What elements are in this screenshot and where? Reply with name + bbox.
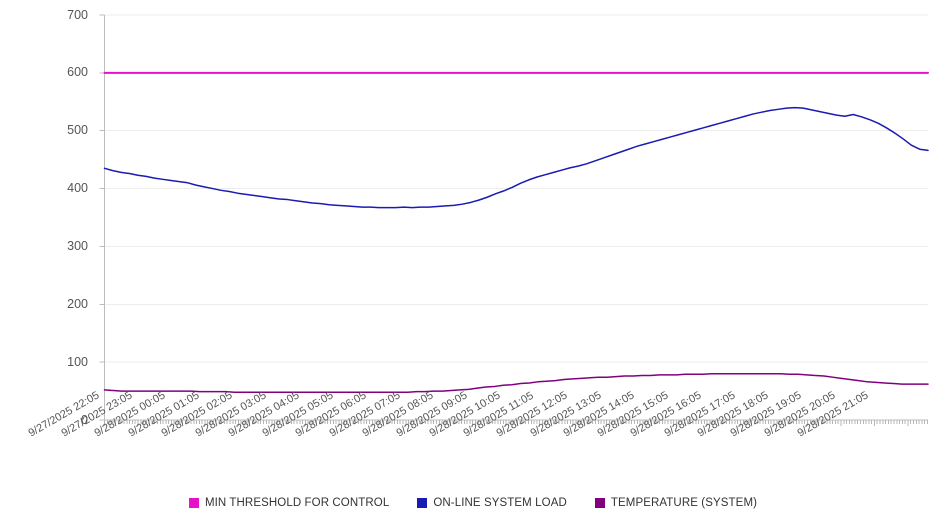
legend-label: MIN THRESHOLD FOR CONTROL: [204, 497, 390, 509]
legend-label: TEMPERATURE (SYSTEM): [610, 497, 758, 509]
series-lines: [103, 71, 929, 393]
chart-legend: MIN THRESHOLD FOR CONTROL ON-LINE SYSTEM …: [0, 497, 946, 509]
legend-color-swatch: [417, 498, 428, 508]
legend-color-swatch: [188, 498, 199, 508]
y-axis-tick-label: 300: [67, 238, 88, 253]
legend-item[interactable]: ON-LINE SYSTEM LOAD: [417, 497, 567, 509]
y-axis-tick-label: 400: [67, 181, 88, 196]
y-axis-tick-label: 700: [67, 7, 88, 22]
y-axis-tick-label: 600: [67, 65, 88, 80]
gridlines: [104, 14, 928, 421]
y-axis-tick-label: 100: [67, 354, 88, 369]
y-axis-tick-label: 0: [81, 412, 88, 427]
y-axis-tick-label: 200: [67, 296, 88, 311]
legend-color-swatch: [594, 498, 605, 508]
series-line: [103, 372, 929, 393]
x-axis-tickmarks: [104, 420, 928, 426]
legend-item[interactable]: MIN THRESHOLD FOR CONTROL: [188, 497, 390, 509]
series-line: [103, 106, 929, 209]
legend-label: ON-LINE SYSTEM LOAD: [433, 497, 567, 509]
axis-lines: [99, 14, 928, 421]
y-axis-tick-label: 500: [67, 123, 88, 138]
legend-item[interactable]: TEMPERATURE (SYSTEM): [594, 497, 758, 509]
